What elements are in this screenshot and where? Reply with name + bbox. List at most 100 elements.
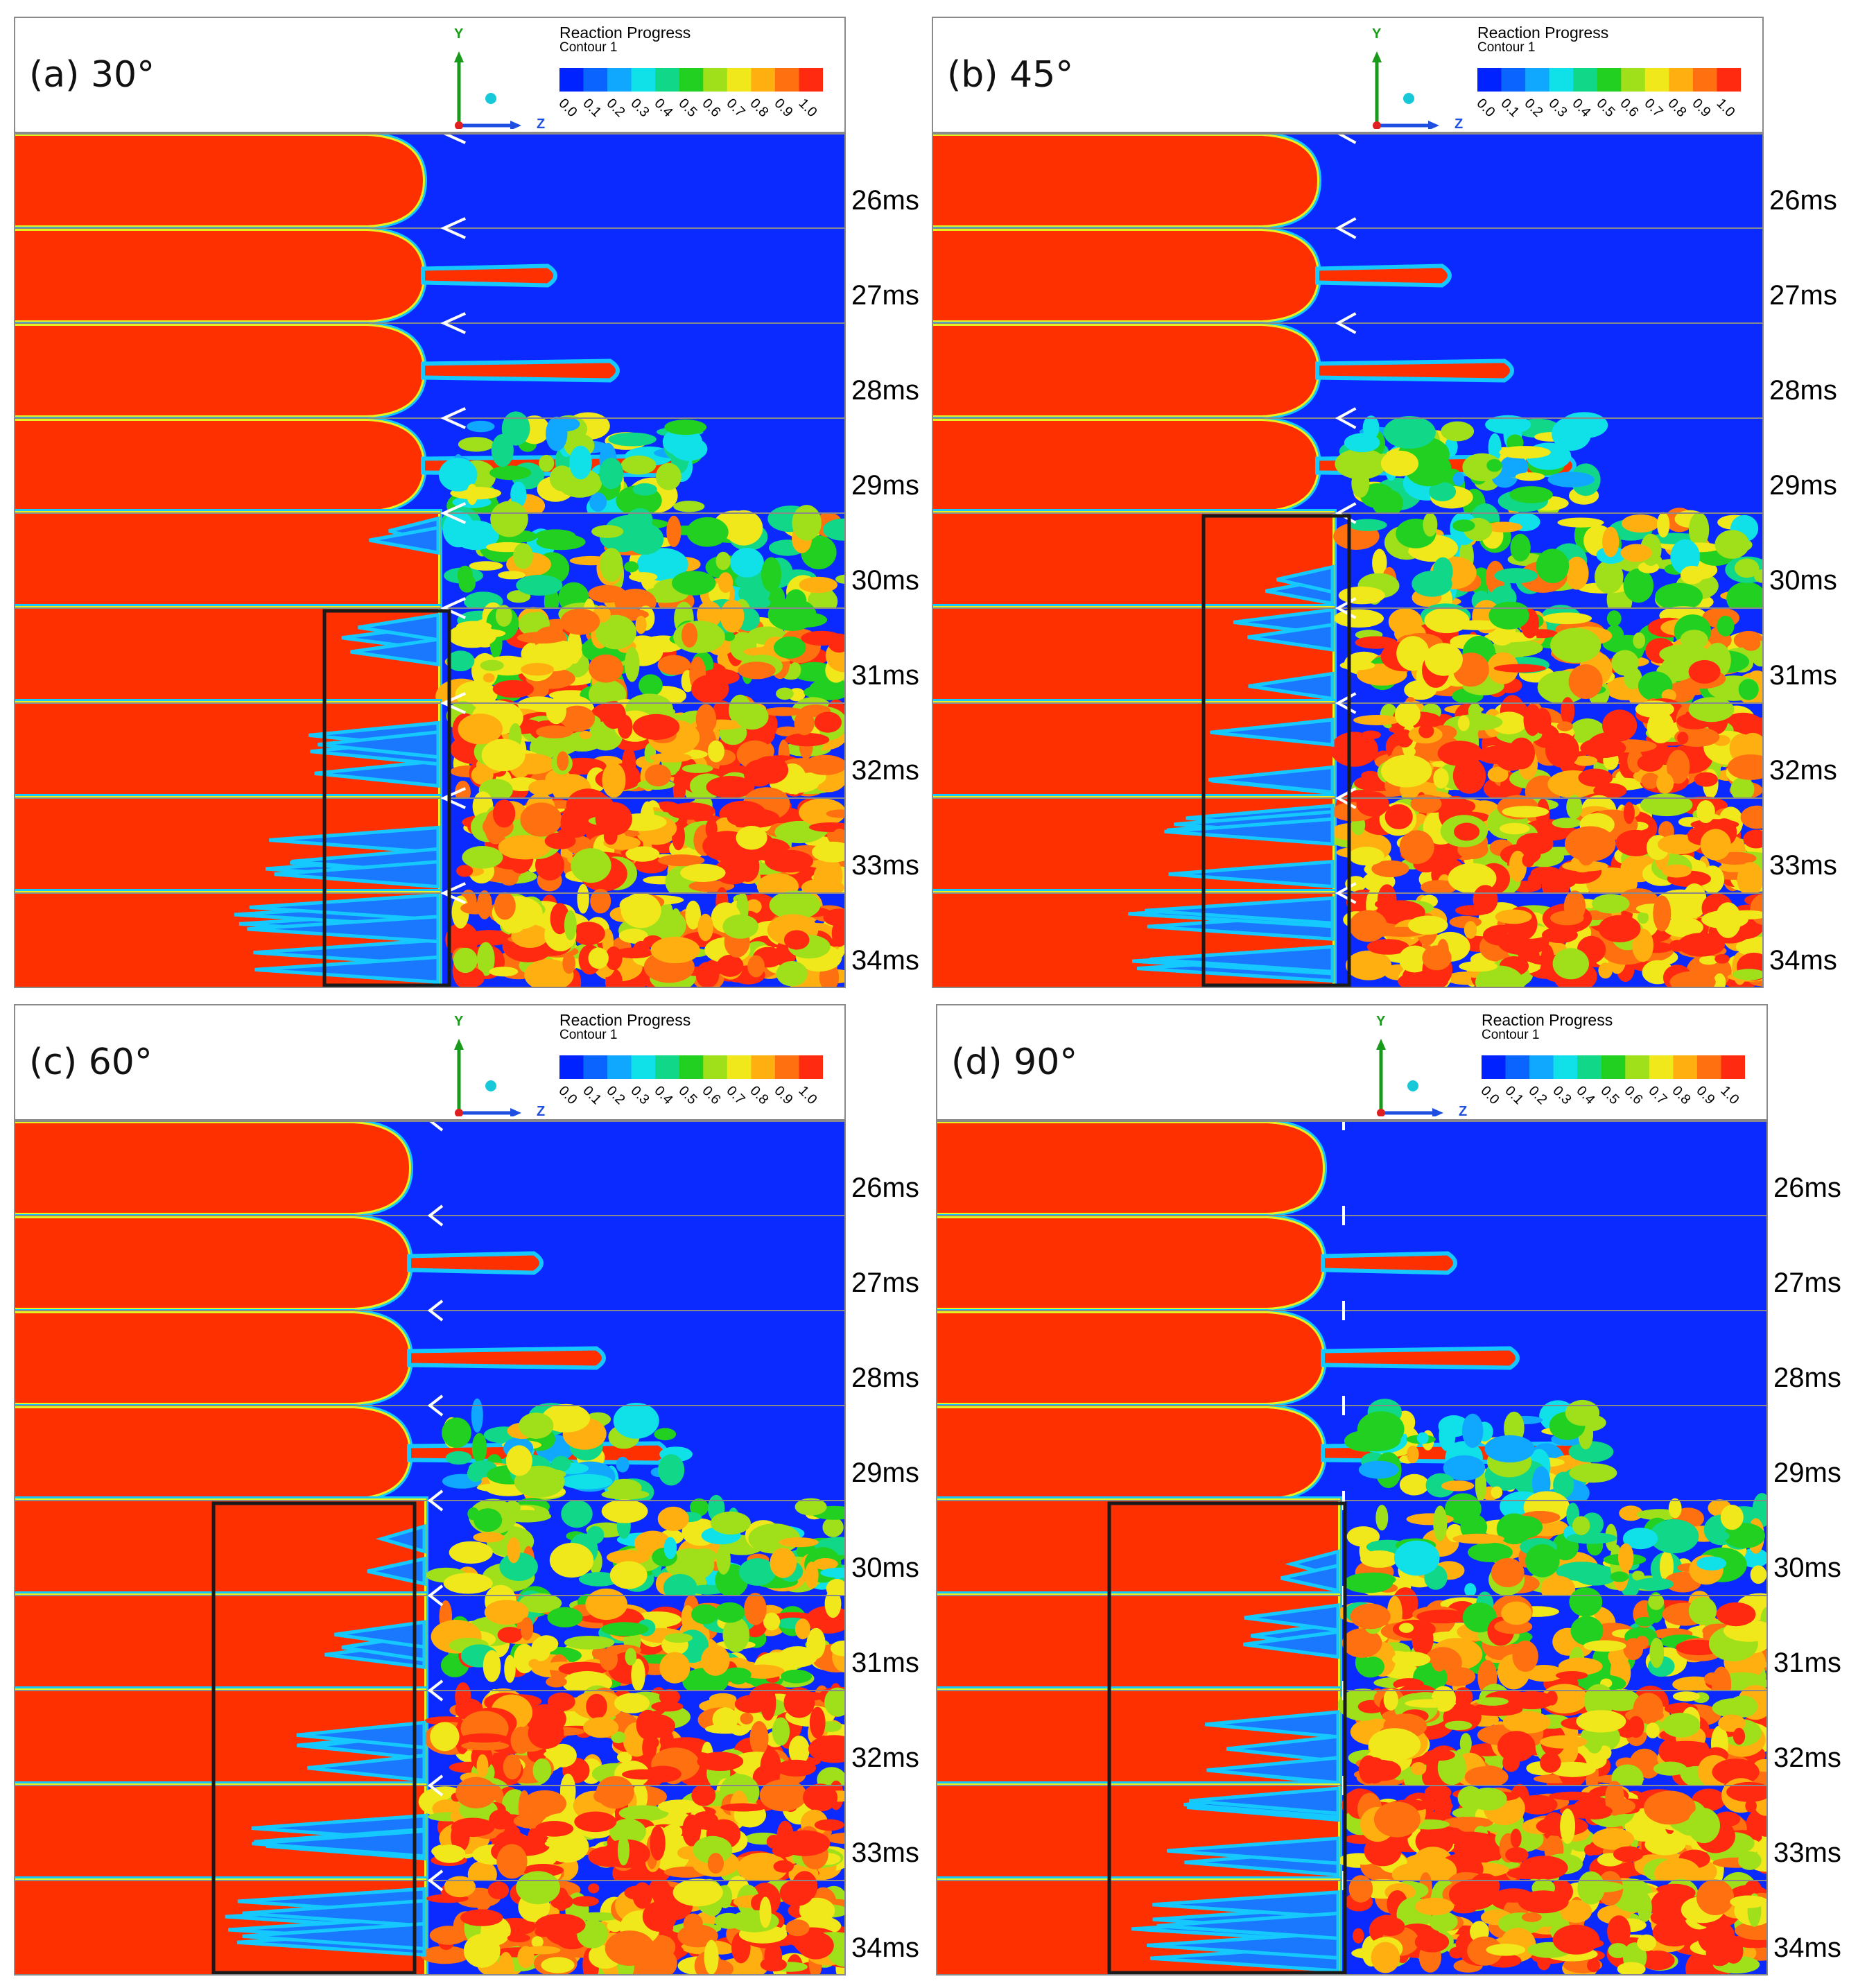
turbulent-pocket <box>1703 1921 1735 1948</box>
turbulent-pocket <box>430 1722 460 1752</box>
legend-colorbar <box>1482 1055 1745 1079</box>
turbulent-pocket <box>1578 768 1613 787</box>
turbulent-pocket <box>1557 517 1604 528</box>
turbulent-pocket <box>460 902 490 915</box>
turbulent-pocket <box>1736 936 1764 958</box>
legend-tick-label: 0.9 <box>1689 96 1714 121</box>
turbulent-pocket <box>1497 1731 1536 1762</box>
turbulent-pocket <box>595 614 637 650</box>
turbulent-pocket <box>469 561 503 571</box>
panel-a: (a) 30° Y Z Reaction Progress Contour 1 0.0 0.… <box>14 17 929 988</box>
turbulent-pocket <box>673 501 705 512</box>
turbulent-pocket <box>1619 1505 1643 1521</box>
time-step-row <box>932 133 1764 230</box>
turbulent-pocket <box>489 465 532 481</box>
turbulent-pocket <box>695 704 717 734</box>
burned-region <box>936 1408 1323 1498</box>
flame-finger <box>242 1899 426 1928</box>
flame-jet <box>421 358 620 383</box>
y-axis-label: Y <box>454 26 464 42</box>
turbulent-pocket <box>1383 1688 1398 1711</box>
time-label: 34ms <box>1769 945 1837 976</box>
turbulent-pocket <box>672 770 686 806</box>
turbulent-pocket <box>1633 1693 1664 1725</box>
turbulent-pocket <box>497 1627 523 1643</box>
legend-subtitle: Contour 1 <box>559 40 618 55</box>
turbulent-pocket <box>1672 1691 1701 1702</box>
injector-mark <box>440 407 466 429</box>
time-label: 28ms <box>851 1363 919 1393</box>
time-label: 33ms <box>851 1838 919 1868</box>
flame-jet <box>1315 263 1452 288</box>
turbulent-pocket <box>658 1454 685 1486</box>
turbulent-pocket <box>809 678 846 700</box>
legend-swatch <box>1717 68 1741 92</box>
turbulent-pocket <box>1542 926 1578 944</box>
turbulent-pocket <box>520 802 562 837</box>
time-label: 26ms <box>851 185 919 216</box>
legend-swatch <box>1505 1055 1530 1079</box>
turbulent-pocket <box>789 662 801 678</box>
turbulent-pocket <box>457 565 473 585</box>
turbulent-pocket <box>1576 1710 1626 1733</box>
turbulent-pocket <box>1330 732 1378 767</box>
turbulent-pocket <box>1431 1647 1448 1672</box>
flame-finger <box>247 915 440 944</box>
turbulent-pocket <box>1608 1943 1629 1958</box>
burned-region <box>932 608 1332 703</box>
turbulent-pocket <box>625 846 660 862</box>
turbulent-pocket <box>727 808 780 829</box>
turbulent-pocket <box>1634 1578 1674 1591</box>
turbulent-pocket <box>596 1776 634 1809</box>
turbulent-pocket <box>1394 1540 1440 1576</box>
turbulent-pocket <box>591 525 624 538</box>
turbulent-pocket <box>495 605 512 627</box>
turbulent-pocket <box>1633 632 1646 649</box>
turbulent-pocket <box>471 1433 487 1463</box>
turbulent-pocket <box>1720 633 1732 647</box>
burned-region <box>936 1501 1338 1596</box>
legend-swatch <box>1621 68 1646 92</box>
turbulent-pocket <box>1484 521 1522 533</box>
turbulent-pocket <box>530 640 583 666</box>
legend-tick-label: 0.1 <box>1497 96 1522 121</box>
turbulent-pocket <box>1508 737 1535 770</box>
turbulent-pocket <box>629 572 658 582</box>
turbulent-pocket <box>830 1640 846 1657</box>
flame-finger <box>254 955 440 985</box>
turbulent-pocket <box>513 1643 536 1674</box>
turbulent-pocket <box>1410 794 1442 813</box>
legend-swatch <box>1577 1055 1602 1079</box>
legend-swatch <box>1601 1055 1626 1079</box>
turbulent-pocket <box>1573 755 1598 766</box>
legend-tick-label: 0.5 <box>1597 1083 1622 1108</box>
turbulent-pocket <box>657 655 691 675</box>
turbulent-pocket <box>1476 1697 1509 1706</box>
turbulent-pocket <box>536 533 586 551</box>
turbulent-pocket <box>759 1896 772 1928</box>
turbulent-pocket <box>503 1754 522 1780</box>
turbulent-pocket <box>1358 1460 1399 1479</box>
legend-tick-label: 0.1 <box>579 1083 605 1108</box>
burned-region <box>14 1786 424 1881</box>
turbulent-pocket <box>1459 960 1498 972</box>
legend-tick-label: 0.6 <box>699 1083 724 1108</box>
turbulent-pocket <box>1462 1602 1497 1633</box>
turbulent-pocket <box>1380 450 1419 477</box>
time-step-row <box>932 600 1764 713</box>
turbulent-pocket <box>548 1692 575 1711</box>
turbulent-pocket <box>1701 865 1725 894</box>
turbulent-pocket <box>718 572 733 593</box>
legend-swatch <box>631 1055 656 1079</box>
turbulent-pocket <box>1399 1473 1430 1496</box>
turbulent-pocket <box>1637 1893 1652 1922</box>
turbulent-pocket <box>607 1920 623 1933</box>
turbulent-pocket <box>1560 1808 1576 1844</box>
flame-finger <box>1147 1930 1340 1960</box>
turbulent-pocket <box>1632 1571 1644 1581</box>
turbulent-pocket <box>1717 616 1735 637</box>
legend-tick-label: 0.7 <box>723 1083 748 1108</box>
turbulent-pocket <box>1485 415 1531 434</box>
turbulent-pocket <box>1696 1879 1735 1915</box>
panel-c: (c) 60° Y Z Reaction Progress Contour 1 0.0 0.… <box>14 1004 929 1976</box>
